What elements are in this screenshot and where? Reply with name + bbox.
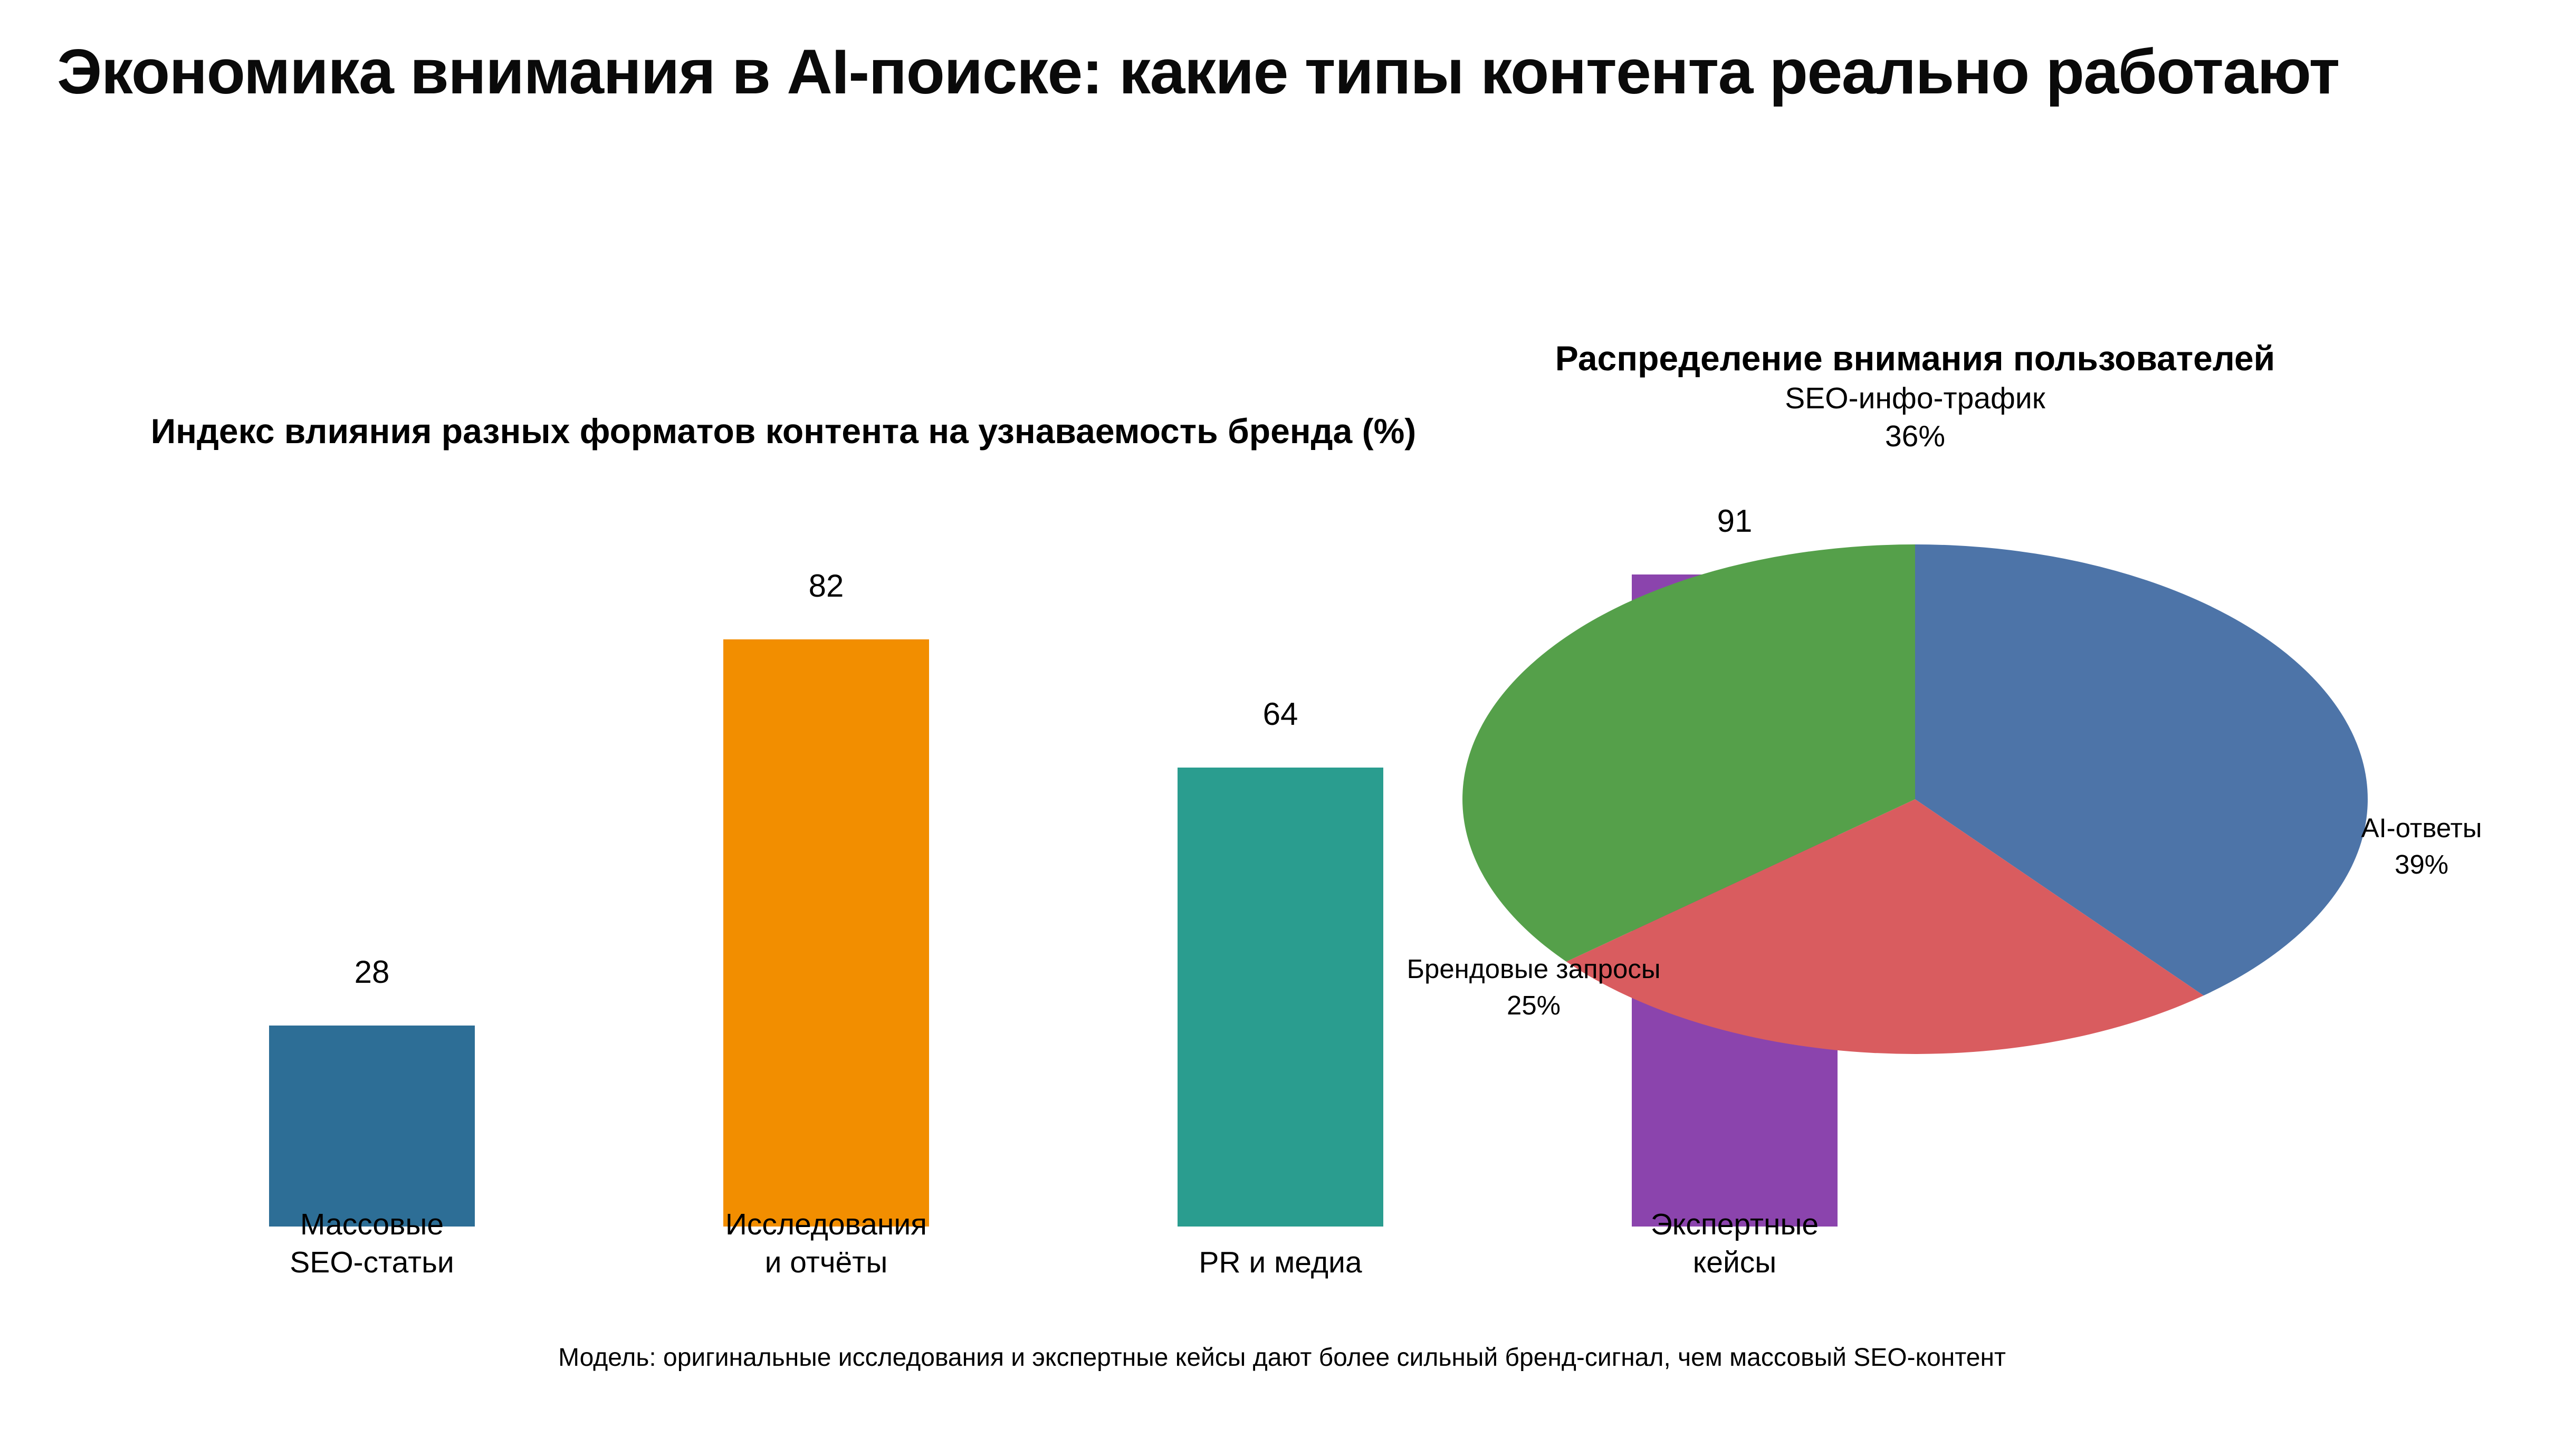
bar-1 <box>269 1026 475 1227</box>
footer-annotation: Модель: оригинальные исследования и эксп… <box>558 1345 2006 1372</box>
pie-slice-label-ai-answers: AI-ответы 39% <box>2263 810 2564 883</box>
pie-slice-name: AI-ответы <box>2361 813 2482 844</box>
pie-slice-name: SEO-инфо-трафик <box>1785 383 2045 416</box>
pie-slice-label-seo-info-traffic: SEO-инфо-трафик 36% <box>1638 381 2192 457</box>
bar-value-label: 91 <box>1717 505 1753 540</box>
page-title: Экономика внимания в AI-поиске: какие ти… <box>57 38 2340 108</box>
bar-3 <box>1178 768 1383 1227</box>
pie-chart-title: Распределение внимания пользователей <box>1555 339 2275 378</box>
bar-chart-title: Индекс влияния разных форматов контента … <box>150 411 1417 451</box>
bar-category-label: PR и медиа <box>1199 1247 1362 1280</box>
pie-slice-1 <box>1915 544 2368 996</box>
bar-category-label: Экспертные кейсы <box>1650 1209 1819 1280</box>
pie-slice-name: Брендовые запросы <box>1407 954 1661 984</box>
bar-category-label: Массовые SEO-статьи <box>290 1209 454 1280</box>
bar-2 <box>723 639 929 1227</box>
pie-slice-2 <box>1566 799 2204 1054</box>
bar-value-label: 28 <box>354 956 390 991</box>
bar-value-label: 82 <box>808 570 844 605</box>
pie-slice-percent: 36% <box>1884 421 1946 454</box>
pie-slice-label-brand-queries: Брендовые запросы 25% <box>1344 951 1724 1024</box>
bar-value-label: 64 <box>1262 698 1298 733</box>
bar-category-label: Исследования и отчёты <box>725 1209 927 1280</box>
pie-slice-percent: 25% <box>1506 991 1561 1021</box>
pie-slice-3 <box>1462 544 1915 962</box>
pie-chart <box>1462 544 2368 1054</box>
pie-slice-percent: 39% <box>2394 850 2449 880</box>
